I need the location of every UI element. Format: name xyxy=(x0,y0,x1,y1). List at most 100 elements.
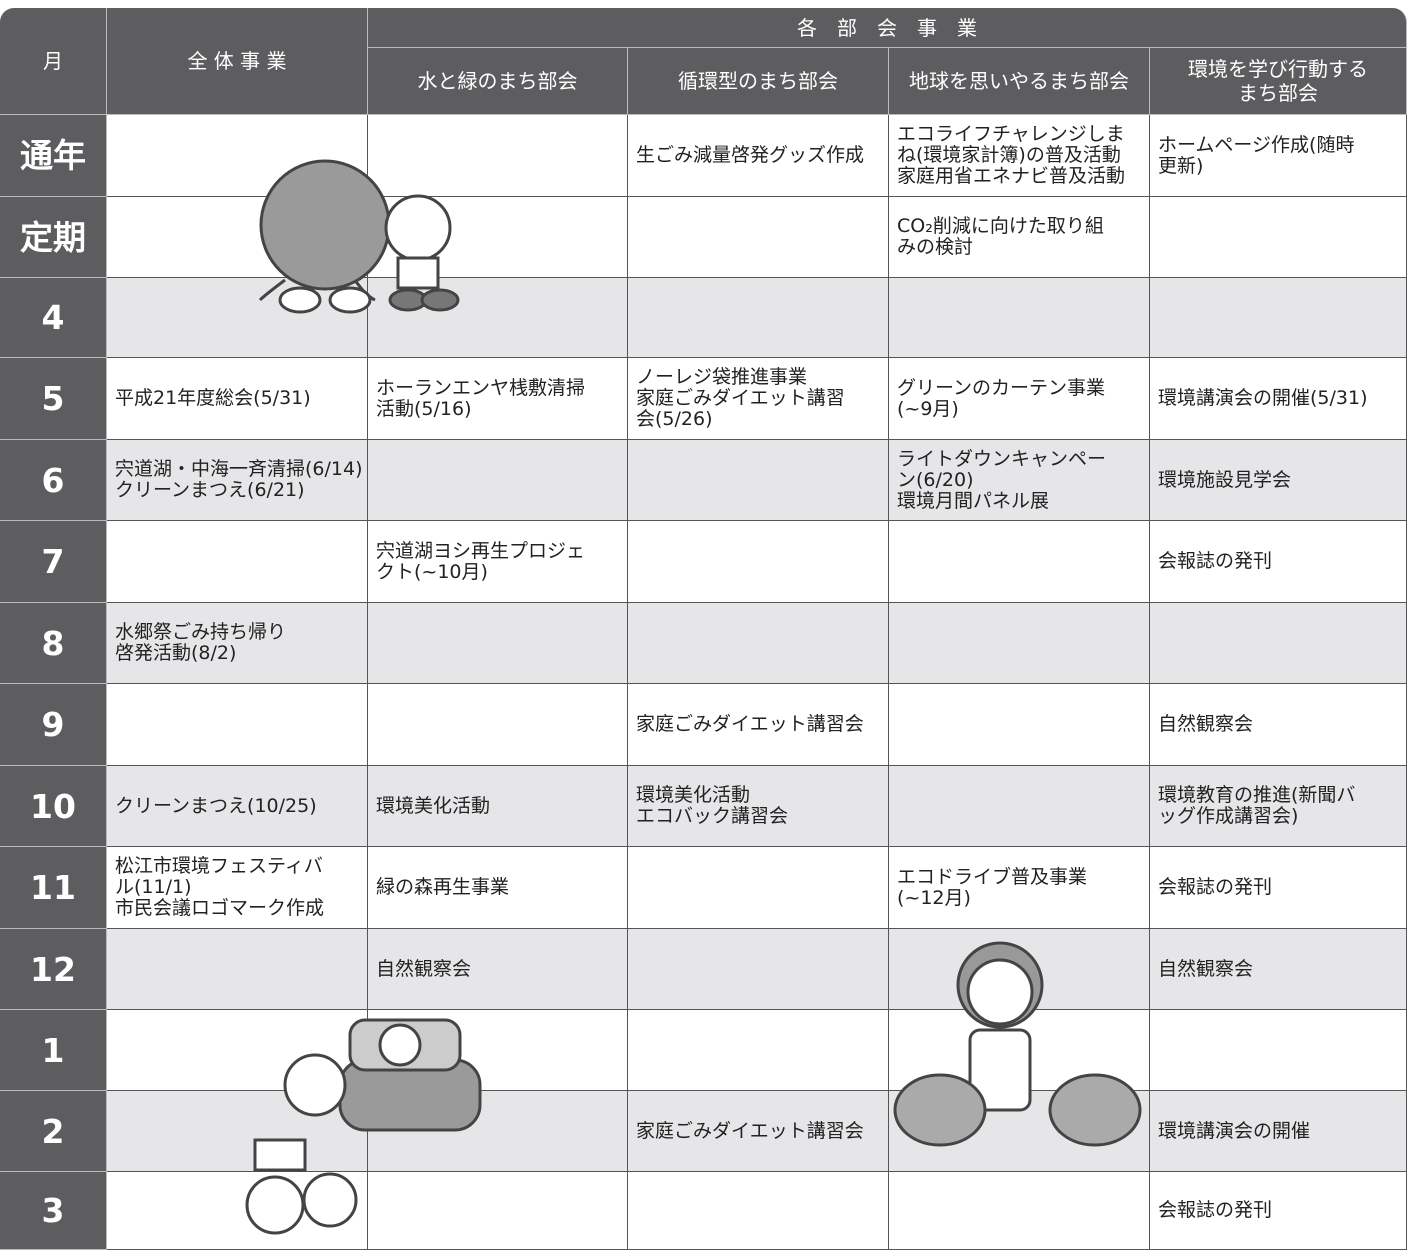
activity-text: 家庭ごみダイエット講習会 xyxy=(636,713,864,735)
activity-text: 水郷祭ごみ持ち帰り xyxy=(115,621,287,643)
activity-cell xyxy=(628,929,889,1010)
month-cell: 通年 xyxy=(0,115,107,197)
activity-text: エコバック講習会 xyxy=(636,805,789,827)
activity-text: ね(環境家計簿)の普及活動 xyxy=(897,144,1121,166)
activity-text: 自然観察会 xyxy=(1158,713,1254,735)
header-text: 水と緑のまち部会 xyxy=(417,69,578,93)
activity-text: ル(11/1) xyxy=(115,876,192,898)
activity-cell: エコドライブ普及事業 (~12月) xyxy=(889,847,1150,929)
activity-cell: ライトダウンキャンペー ン(6/20) 環境月間パネル展 xyxy=(889,440,1150,521)
activity-cell: 自然観察会 xyxy=(1150,684,1407,766)
activity-cell xyxy=(889,603,1150,684)
committee-header: 水と緑のまち部会 xyxy=(368,48,628,115)
month-label: 2 xyxy=(41,1111,65,1151)
activity-text: 宍道湖ヨシ再生プロジェ xyxy=(376,539,586,562)
activity-cell: 会報誌の発刊 xyxy=(1150,847,1407,929)
activity-cell xyxy=(889,1172,1150,1250)
activity-text: 生ごみ減量啓発グッズ作成 xyxy=(636,144,865,166)
activity-text: 会報誌の発刊 xyxy=(1158,550,1273,572)
activity-cell: グリーンのカーテン事業 (~9月) xyxy=(889,358,1150,440)
month-label: 4 xyxy=(41,298,65,337)
month-cell: 定期 xyxy=(0,197,107,278)
month-label: 6 xyxy=(41,460,65,500)
activity-text: 家庭用省エネナビ普及活動 xyxy=(897,165,1126,187)
month-cell: 6 xyxy=(0,440,107,521)
month-label: 3 xyxy=(41,1191,65,1230)
activity-cell xyxy=(889,1091,1150,1172)
header-text: 各 部 会 事 業 xyxy=(797,15,977,40)
activity-cell xyxy=(368,684,628,766)
activity-cell xyxy=(368,603,628,684)
activity-cell xyxy=(368,115,628,197)
activity-cell: 家庭ごみダイエット講習会 xyxy=(628,1091,889,1172)
activity-cell: 会報誌の発刊 xyxy=(1150,1172,1407,1250)
month-cell: 8 xyxy=(0,603,107,684)
activity-cell xyxy=(107,684,368,766)
month-cell: 11 xyxy=(0,847,107,929)
activity-text: CO₂削減に向けた取り組 xyxy=(897,215,1104,237)
activity-cell xyxy=(889,766,1150,847)
activity-text: 環境月間パネル展 xyxy=(897,489,1050,512)
month-cell: 3 xyxy=(0,1172,107,1250)
activity-cell xyxy=(889,684,1150,766)
activity-cell xyxy=(1150,603,1407,684)
activity-cell xyxy=(628,603,889,684)
activity-text: 更新) xyxy=(1158,154,1204,177)
activity-cell xyxy=(1150,197,1407,278)
activity-cell: 環境施設見学会 xyxy=(1150,440,1407,521)
activity-text: みの検討 xyxy=(897,236,974,258)
activity-text: 家庭ごみダイエット講習会 xyxy=(636,1119,864,1142)
activity-cell: 緑の森再生事業 xyxy=(368,847,628,929)
activity-cell xyxy=(107,1172,368,1250)
activity-cell: 環境講演会の開催(5/31) xyxy=(1150,358,1407,440)
header-text: 全 体 事 業 xyxy=(187,49,287,73)
month-label: 1 xyxy=(41,1030,65,1070)
activity-text: 松江市環境フェスティバ xyxy=(115,855,323,877)
activity-cell: 環境美化活動 xyxy=(368,766,628,847)
activity-text: 活動(5/16) xyxy=(376,397,472,420)
activity-cell xyxy=(107,278,368,358)
activity-text: 緑の森再生事業 xyxy=(376,876,510,898)
activity-cell xyxy=(107,1091,368,1172)
month-label: 定期 xyxy=(20,217,86,257)
activity-text: クリーンまつえ(10/25) xyxy=(115,794,317,817)
activity-text: 宍道湖・中海一斉清掃(6/14) xyxy=(115,458,363,480)
activity-cell xyxy=(107,197,368,278)
activity-cell: ホーランエンヤ桟敷清掃 活動(5/16) xyxy=(368,358,628,440)
activity-text: エコドライブ普及事業 xyxy=(897,865,1088,888)
activity-cell: クリーンまつえ(10/25) xyxy=(107,766,368,847)
month-cell: 7 xyxy=(0,521,107,603)
activity-text: 環境教育の推進(新聞バ xyxy=(1158,784,1356,806)
group-header: 各 部 会 事 業 xyxy=(368,8,1407,48)
committee-header: 環境を学び行動する まち部会 xyxy=(1150,48,1407,115)
activity-cell xyxy=(889,1010,1150,1091)
overall-header: 全 体 事 業 xyxy=(107,8,368,115)
activity-cell: 水郷祭ごみ持ち帰り 啓発活動(8/2) xyxy=(107,603,368,684)
header-text: 環境を学び行動する xyxy=(1188,57,1368,81)
activity-cell xyxy=(628,1172,889,1250)
activity-cell xyxy=(368,1172,628,1250)
activity-cell: 会報誌の発刊 xyxy=(1150,521,1407,603)
activity-cell xyxy=(368,1091,628,1172)
activity-cell: 松江市環境フェスティバ ル(11/1) 市民会議ロゴマーク作成 xyxy=(107,847,368,929)
activity-cell xyxy=(628,278,889,358)
activity-cell: 自然観察会 xyxy=(368,929,628,1010)
activity-cell: 環境美化活動 エコバック講習会 xyxy=(628,766,889,847)
activity-cell xyxy=(889,521,1150,603)
month-cell: 1 xyxy=(0,1010,107,1091)
activity-text: 家庭ごみダイエット講習 xyxy=(636,387,845,409)
activity-cell: 家庭ごみダイエット講習会 xyxy=(628,684,889,766)
month-cell: 9 xyxy=(0,684,107,766)
activity-cell: 環境教育の推進(新聞バ ッグ作成講習会) xyxy=(1150,766,1407,847)
activity-text: 啓発活動(8/2) xyxy=(115,642,237,664)
header-text: まち部会 xyxy=(1238,81,1318,105)
activity-text: クリーンまつえ(6/21) xyxy=(115,479,305,501)
activity-cell: 平成21年度総会(5/31) xyxy=(107,358,368,440)
activity-cell: 宍道湖・中海一斉清掃(6/14) クリーンまつえ(6/21) xyxy=(107,440,368,521)
activity-text: 環境美化活動 xyxy=(376,794,491,817)
activity-cell: CO₂削減に向けた取り組 みの検討 xyxy=(889,197,1150,278)
activity-cell xyxy=(628,1010,889,1091)
month-cell: 12 xyxy=(0,929,107,1010)
activity-cell: 環境講演会の開催 xyxy=(1150,1091,1407,1172)
